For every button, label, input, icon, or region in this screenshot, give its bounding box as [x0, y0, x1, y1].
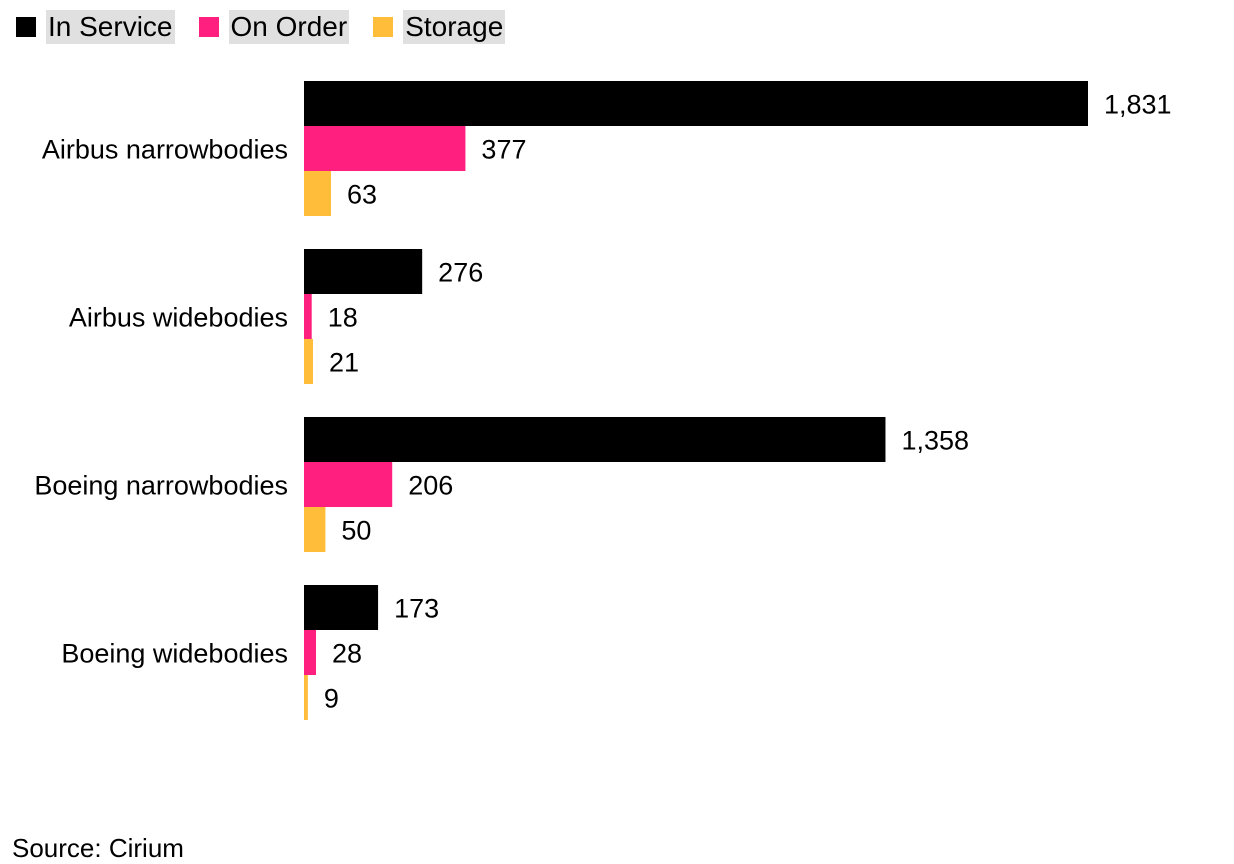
bar-chart: Airbus narrowbodies 1,831 377 63 Airbus wide…: [34, 81, 1172, 720]
data-label-airbus-widebodies-in-service: 276: [438, 258, 483, 288]
legend-swatch-storage: [373, 17, 394, 37]
bar-airbus-narrowbodies-storage: [304, 171, 331, 216]
legend-label-on-order: On Order: [228, 10, 350, 44]
legend-item-storage[interactable]: Storage: [373, 10, 506, 44]
data-label-boeing-narrowbodies-on-order: 206: [408, 471, 453, 501]
data-label-boeing-narrowbodies-in-service: 1,358: [901, 426, 969, 456]
legend-swatch-in-service: [16, 17, 36, 37]
bar-airbus-widebodies-in-service: [304, 249, 423, 294]
data-label-boeing-widebodies-storage: 9: [324, 684, 339, 714]
bar-boeing-widebodies-storage: [304, 675, 308, 720]
data-label-boeing-widebodies-in-service: 173: [394, 594, 439, 624]
bar-boeing-narrowbodies-storage: [304, 507, 326, 552]
data-label-airbus-narrowbodies-in-service: 1,831: [1104, 90, 1172, 120]
bar-boeing-widebodies-on-order: [304, 630, 316, 675]
bar-boeing-narrowbodies-on-order: [304, 462, 393, 507]
bar-airbus-widebodies-storage: [304, 339, 313, 384]
category-label-boeing-widebodies: Boeing widebodies: [61, 639, 288, 669]
category-label-airbus-widebodies: Airbus widebodies: [69, 303, 288, 333]
legend-item-on-order[interactable]: On Order: [198, 10, 350, 44]
bar-airbus-widebodies-on-order: [304, 294, 312, 339]
data-label-boeing-narrowbodies-storage: 50: [341, 516, 371, 546]
source-note: Source: Cirium: [12, 833, 184, 863]
category-label-airbus-narrowbodies: Airbus narrowbodies: [42, 135, 288, 165]
data-label-airbus-widebodies-on-order: 18: [328, 303, 358, 333]
bar-boeing-widebodies-in-service: [304, 585, 379, 630]
bar-airbus-narrowbodies-on-order: [304, 126, 466, 171]
data-label-airbus-widebodies-storage: 21: [329, 348, 359, 378]
legend-label-in-service: In Service: [46, 10, 175, 44]
legend-item-in-service[interactable]: In Service: [16, 10, 175, 44]
category-label-boeing-narrowbodies: Boeing narrowbodies: [34, 471, 288, 501]
data-label-airbus-narrowbodies-on-order: 377: [481, 135, 526, 165]
data-label-boeing-widebodies-on-order: 28: [332, 639, 362, 669]
legend-swatch-on-order: [198, 17, 219, 37]
bar-boeing-narrowbodies-in-service: [304, 417, 886, 462]
data-label-airbus-narrowbodies-storage: 63: [347, 180, 377, 210]
chart-legend: In Service On Order Storage: [16, 10, 529, 44]
bar-airbus-narrowbodies-in-service: [304, 81, 1088, 126]
legend-label-storage: Storage: [403, 10, 506, 44]
